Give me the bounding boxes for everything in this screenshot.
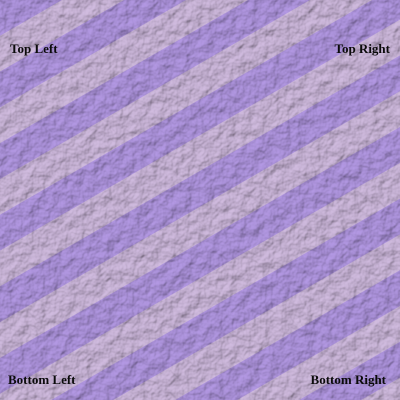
label-bottom-left: Bottom Left: [8, 372, 76, 387]
label-top-left: Top Left: [10, 41, 58, 56]
label-bottom-right: Bottom Right: [310, 372, 386, 387]
label-top-right: Top Right: [334, 41, 390, 56]
